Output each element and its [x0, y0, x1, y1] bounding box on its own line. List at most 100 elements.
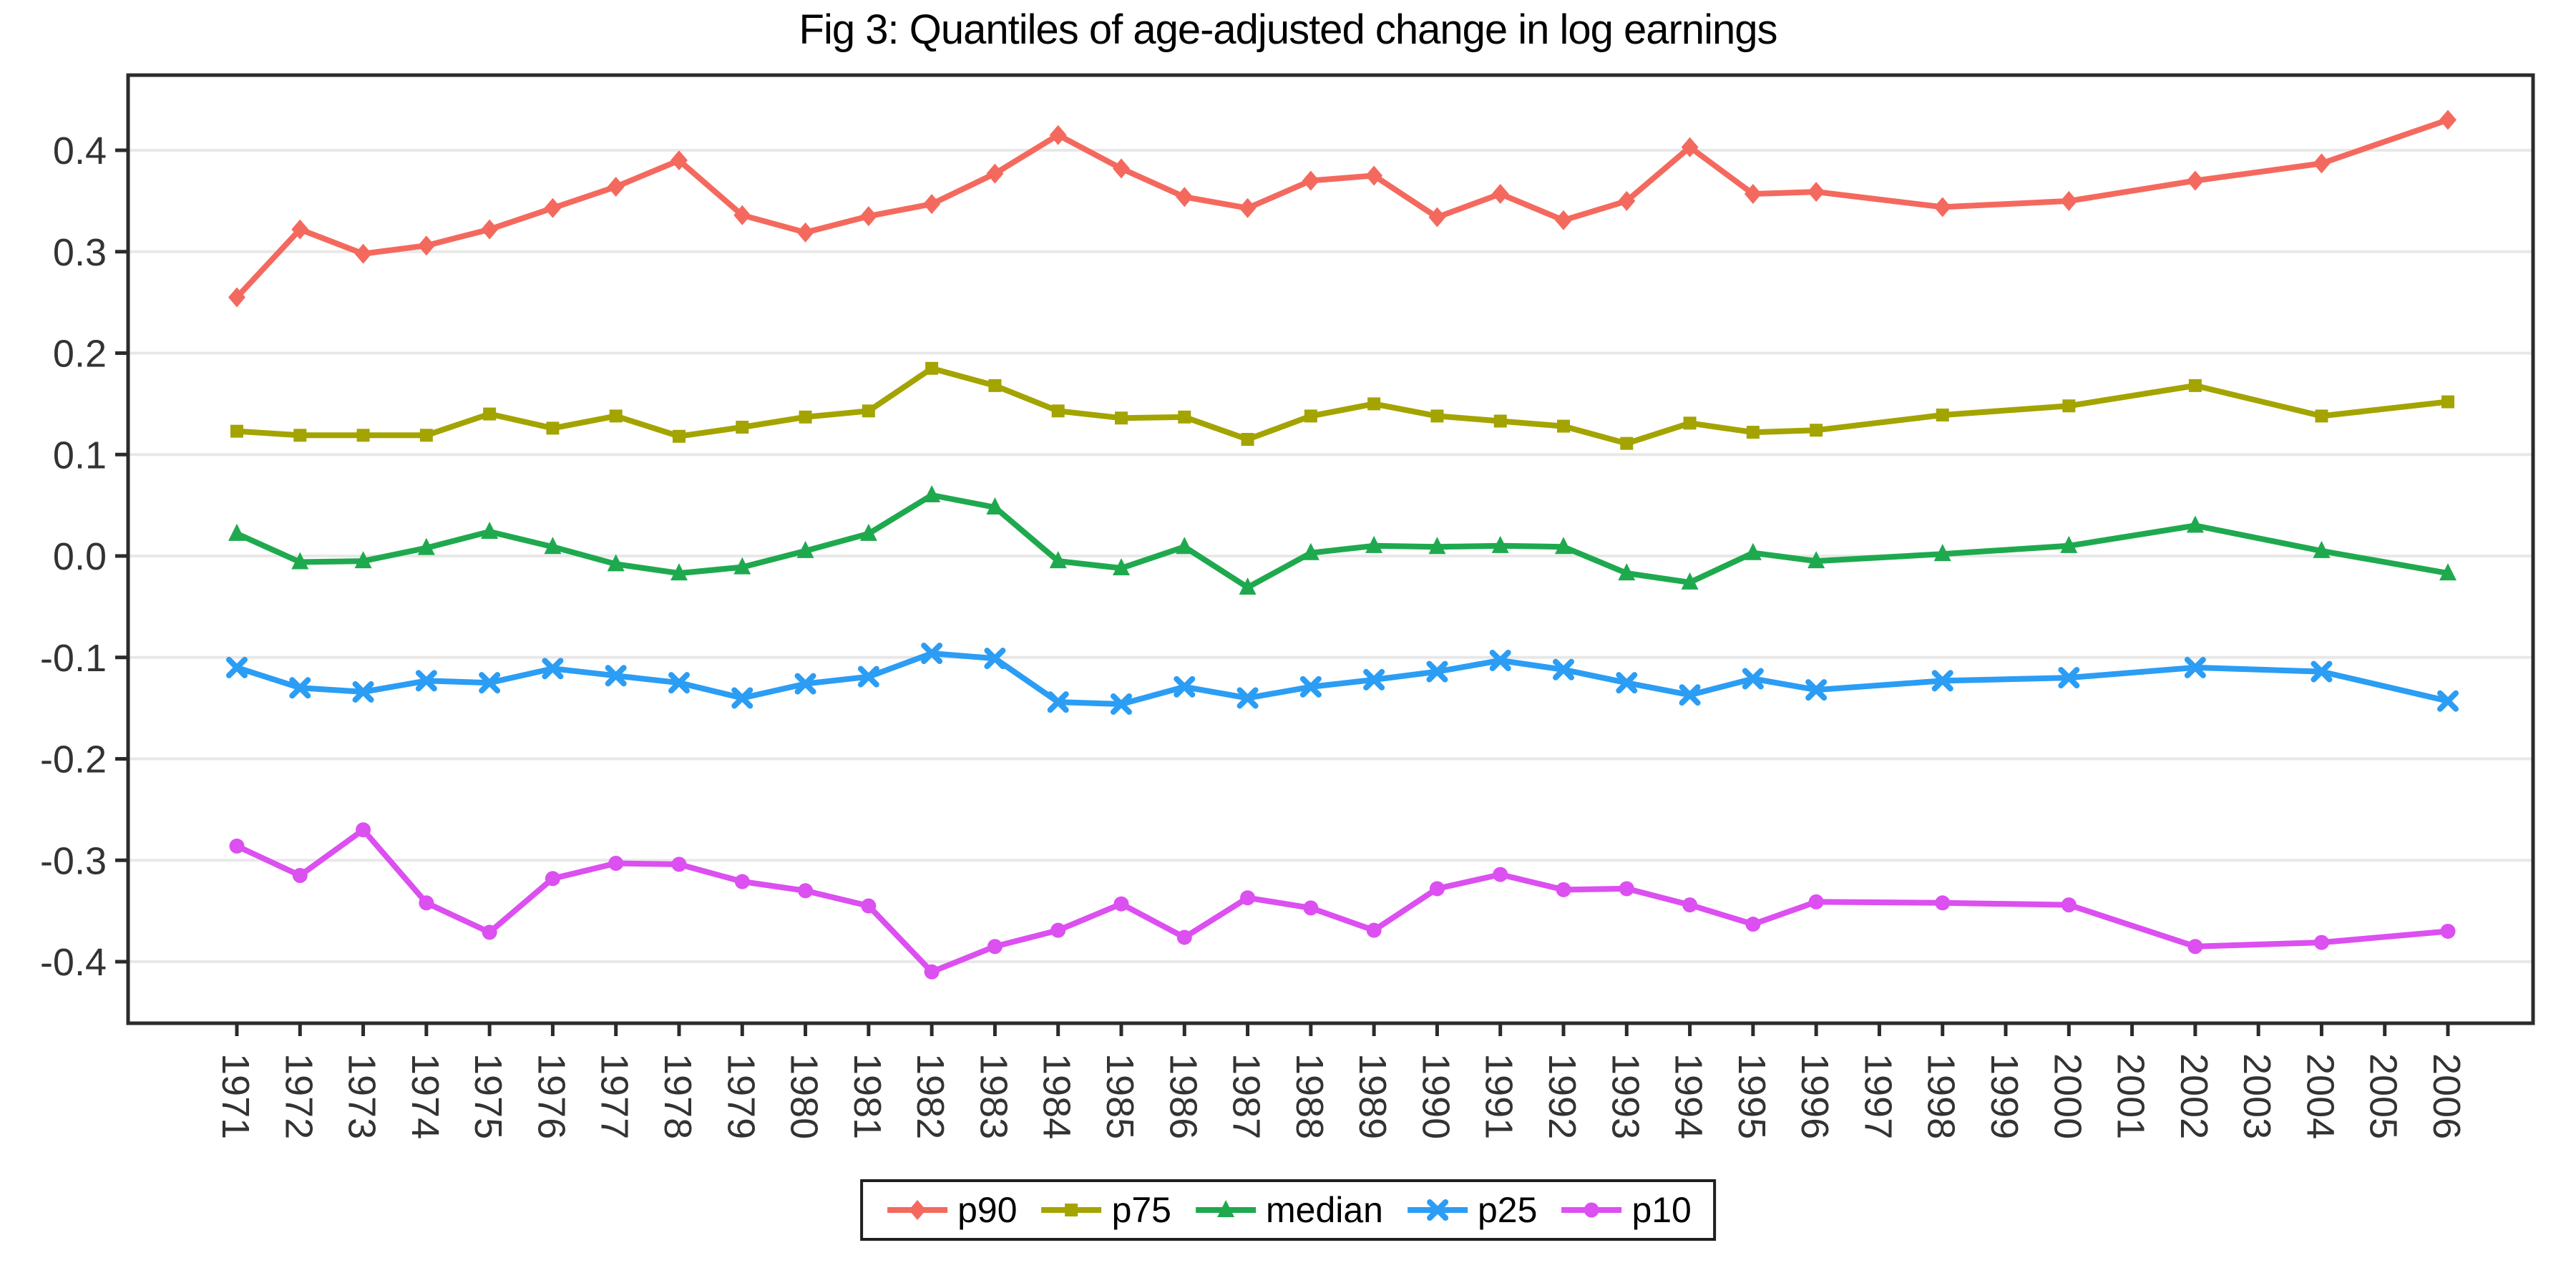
marker-p75-2006	[2441, 395, 2455, 409]
marker-p25-1971	[226, 656, 248, 678]
x-tick-label: 1987	[1225, 1053, 1268, 1139]
marker-median-2000	[2060, 535, 2078, 553]
x-tick-label: 1986	[1161, 1053, 1204, 1139]
marker-p75-1993	[1620, 436, 1634, 450]
marker-median-1995	[1744, 542, 1762, 560]
marker-p90-1989	[1365, 165, 1383, 186]
marker-p25-1983	[984, 648, 1006, 670]
marker-p25-1973	[352, 680, 374, 703]
marker-p75-1986	[1178, 410, 1191, 424]
marker-p90-1981	[859, 206, 877, 227]
marker-median-1981	[859, 523, 877, 541]
marker-p25-1995	[1742, 668, 1764, 690]
x-tick-label: 1980	[783, 1053, 826, 1139]
marker-p10-1982	[924, 964, 940, 980]
series-line-p25	[235, 650, 2449, 707]
marker-p75-1991	[1493, 414, 1507, 428]
x-tick-label: 1993	[1604, 1053, 1646, 1139]
marker-p10-1995	[1745, 917, 1761, 932]
x-tick-label: 1982	[909, 1053, 952, 1139]
marker-p25-1981	[857, 665, 879, 688]
marker-p90-1983	[986, 163, 1004, 184]
y-tick-label: -0.4	[40, 941, 107, 984]
marker-p10-1987	[1240, 890, 1256, 906]
x-tick-label: 1998	[1920, 1053, 1963, 1139]
marker-median-1989	[1365, 535, 1383, 553]
x-tick-label: 1981	[846, 1053, 889, 1139]
marker-median-1990	[1428, 537, 1446, 555]
marker-p10-1976	[545, 871, 560, 887]
marker-median-1985	[1113, 558, 1131, 576]
marker-p25-1986	[1174, 675, 1196, 698]
marker-median-1982	[923, 484, 941, 502]
marker-p75-1976	[546, 421, 560, 435]
y-tick-label: 0.0	[53, 535, 107, 578]
marker-p25-1976	[542, 658, 564, 680]
marker-p10-1989	[1366, 922, 1382, 938]
x-tick-label: 2003	[2235, 1053, 2278, 1139]
marker-p10-2006	[2440, 923, 2456, 939]
marker-p10-1984	[1050, 922, 1066, 938]
x-tick-label: 1985	[1098, 1053, 1141, 1139]
marker-p90-1978	[670, 150, 688, 171]
marker-p75-1995	[1746, 426, 1760, 439]
x-tick-label: 1984	[1035, 1053, 1078, 1139]
marker-p75-1996	[1810, 424, 1823, 437]
marker-median-1974	[417, 537, 435, 555]
legend-key-p75-icon	[1041, 1204, 1102, 1216]
marker-p10-1990	[1429, 881, 1445, 897]
legend-key-p25-icon	[1407, 1199, 1468, 1221]
marker-p10-1983	[987, 939, 1002, 955]
marker-p75-1984	[1051, 404, 1065, 418]
marker-p75-1975	[483, 407, 497, 421]
legend-key-marker-p25	[1427, 1199, 1448, 1221]
marker-p10-1991	[1493, 867, 1508, 882]
x-tick-label: 1992	[1541, 1053, 1584, 1139]
marker-p25-1989	[1363, 668, 1385, 691]
marker-p75-1990	[1430, 409, 1444, 423]
marker-p10-1993	[1619, 881, 1634, 897]
marker-p10-1973	[356, 822, 371, 838]
marker-p75-1979	[736, 420, 749, 434]
marker-p90-1974	[417, 235, 435, 256]
marker-p10-1981	[861, 898, 877, 914]
marker-p25-2006	[2437, 690, 2459, 712]
x-tick-label: 1973	[341, 1053, 384, 1139]
marker-p90-1998	[1933, 197, 1951, 218]
marker-p90-1992	[1555, 210, 1573, 230]
marker-p25-1985	[1111, 693, 1133, 715]
marker-p10-2000	[2061, 897, 2077, 913]
x-tick-label: 1999	[1983, 1053, 2026, 1139]
marker-median-1971	[228, 523, 245, 541]
marker-p75-1974	[419, 429, 433, 442]
marker-median-1973	[354, 551, 372, 569]
marker-median-1993	[1618, 563, 1636, 581]
marker-p90-1994	[1681, 137, 1699, 157]
marker-p90-1979	[733, 205, 751, 225]
y-tick-label: 0.1	[53, 434, 107, 477]
x-tick-label: 1996	[1793, 1053, 1836, 1139]
legend-item-p10: p10	[1558, 1189, 1692, 1231]
marker-p90-1985	[1113, 158, 1131, 179]
legend-label-p90: p90	[957, 1190, 1018, 1230]
marker-p10-1978	[671, 857, 687, 872]
legend-item-p90: p90	[884, 1189, 1018, 1231]
legend-item-p75: p75	[1039, 1189, 1171, 1231]
marker-p75-1983	[988, 379, 1002, 392]
x-tick-label: 1979	[719, 1053, 762, 1139]
x-tick-label: 1976	[530, 1053, 572, 1139]
marker-median-1988	[1302, 542, 1319, 560]
marker-p25-2002	[2184, 656, 2206, 678]
marker-p75-2004	[2315, 409, 2328, 423]
marker-p25-1998	[1931, 670, 1953, 692]
marker-median-1980	[796, 540, 814, 558]
marker-p25-1977	[605, 665, 627, 687]
series-line-median	[235, 492, 2449, 590]
marker-median-2004	[2313, 540, 2331, 558]
marker-p10-1974	[419, 895, 434, 911]
marker-p25-2000	[2058, 667, 2080, 689]
marker-p75-1985	[1115, 411, 1128, 425]
marker-p10-1979	[734, 874, 750, 889]
marker-p10-1992	[1556, 882, 1571, 897]
